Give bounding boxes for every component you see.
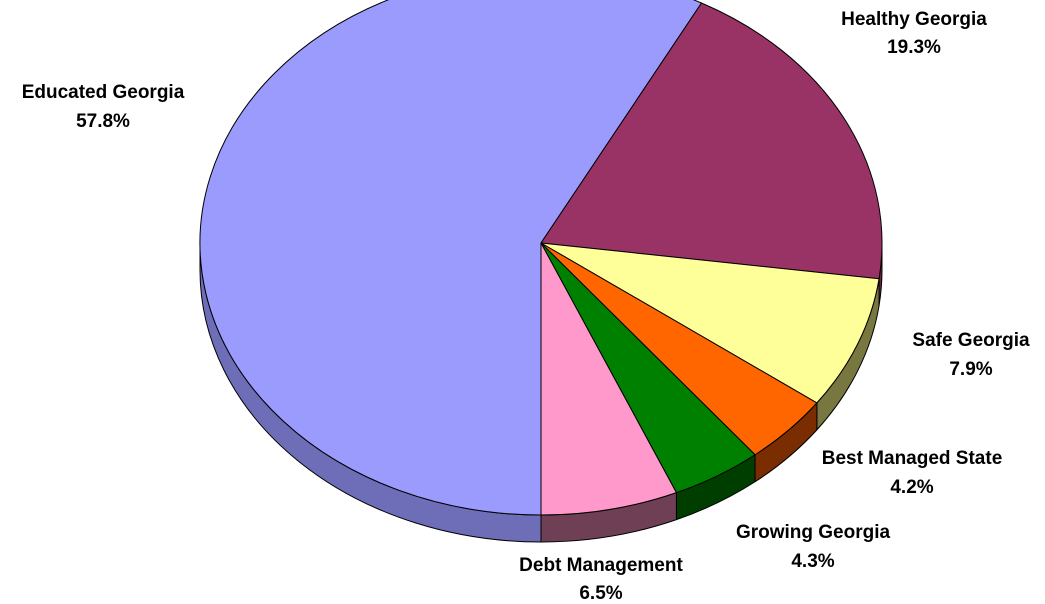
pie-sides	[199, 242, 883, 543]
pie-slice-educated-georgia	[199, 0, 703, 516]
pie-slice-debt-management	[540, 242, 677, 516]
slice-label-debt-management-name: Debt Management	[519, 555, 683, 576]
pie-slice-safe-georgia	[540, 242, 880, 404]
slice-label-growing-georgia-name: Growing Georgia	[736, 522, 891, 543]
slice-label-safe-georgia-value: 7.9%	[949, 359, 992, 380]
slice-label-healthy-georgia-name: Healthy Georgia	[841, 9, 987, 30]
slice-label-safe-georgia-name: Safe Georgia	[912, 330, 1030, 351]
slice-label-best-managed-state-name: Best Managed State	[822, 448, 1003, 469]
slice-label-educated-georgia-value: 57.8%	[76, 111, 130, 132]
slice-label-debt-management: Debt Management 6.5%	[519, 555, 683, 604]
slice-label-best-managed-state: Best Managed State 4.2%	[822, 448, 1003, 498]
slice-label-safe-georgia: Safe Georgia 7.9%	[912, 330, 1030, 380]
slice-label-best-managed-state-value: 4.2%	[890, 477, 933, 498]
slice-label-healthy-georgia-value: 19.3%	[887, 37, 941, 58]
slice-label-growing-georgia-value: 4.3%	[791, 551, 834, 572]
slice-label-educated-georgia-name: Educated Georgia	[22, 82, 185, 103]
slice-label-debt-management-value: 6.5%	[579, 583, 622, 604]
slice-label-growing-georgia: Growing Georgia 4.3%	[736, 522, 891, 572]
pie-tops	[199, 0, 883, 516]
slice-label-educated-georgia: Educated Georgia 57.8%	[22, 82, 185, 132]
slice-label-healthy-georgia: Healthy Georgia 19.3%	[841, 9, 987, 58]
pie-slice-healthy-georgia	[540, 2, 883, 280]
